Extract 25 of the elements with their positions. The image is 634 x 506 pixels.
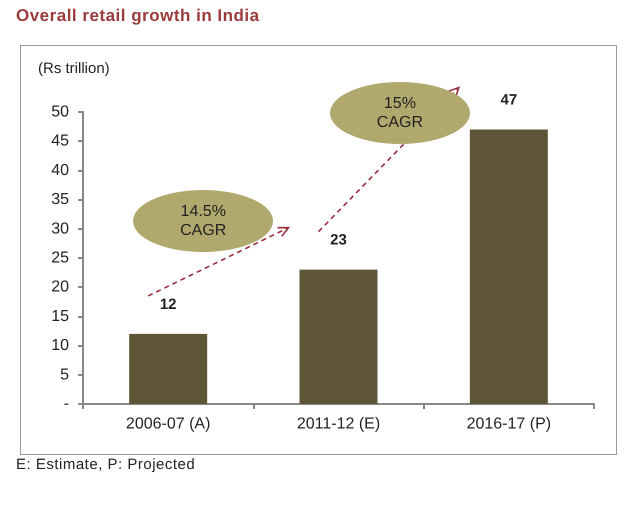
y-tick-label: - [64,396,69,412]
y-tick-label: 30 [51,220,70,238]
x-tick-label: 2006-07 (A) [126,416,210,432]
annotation: 15% CAGR [376,94,424,132]
annotation: 14.5% CAGR [179,202,228,240]
y-tick-label: 35 [51,191,70,208]
data-label: 47 [500,92,518,109]
x-tick-label: 2011-12 (E) [296,416,380,432]
bar [300,270,378,404]
y-tick-label: 5 [60,366,70,384]
text: E: Estimate, P: Projected [16,456,196,473]
y-tick-label: 45 [51,132,70,150]
y-tick-label: 10 [51,337,70,354]
x-tick-label: 2016-17 (P) [466,416,552,432]
y-axis-title: (Rs trillion) [38,60,110,77]
data-label: 23 [330,232,347,249]
y-tick-label: 40 [51,162,70,179]
chart-title: Overall retail growth in India [16,6,260,26]
y-tick-label: 25 [51,250,70,266]
y-tick-label: 50 [51,104,70,120]
bar [470,130,548,404]
bar [129,334,208,404]
y-tick-label: 15 [51,308,70,325]
y-tick-label: 20 [51,278,70,296]
data-label: 12 [160,296,177,313]
